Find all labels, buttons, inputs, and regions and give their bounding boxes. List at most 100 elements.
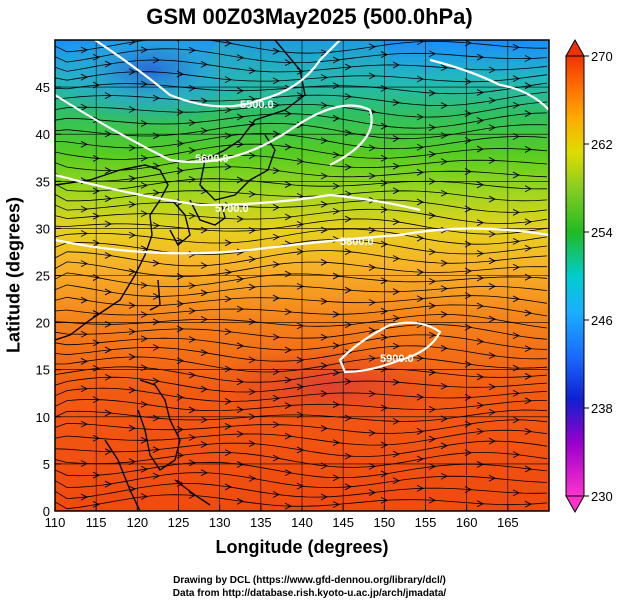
- wind-arrowhead: [428, 331, 437, 339]
- colorbar-body: [565, 55, 585, 497]
- streamline: [55, 272, 548, 288]
- contour-label: 5800.0: [340, 236, 374, 248]
- streamline: [55, 112, 548, 129]
- wind-arrowhead: [284, 346, 293, 354]
- wind-arrowhead: [224, 163, 233, 171]
- wind-arrowhead: [344, 248, 353, 256]
- wind-arrowhead: [140, 120, 149, 127]
- wind-arrowhead: [368, 172, 377, 180]
- wind-arrowhead: [392, 218, 401, 226]
- streamline: [55, 494, 548, 510]
- wind-arrowhead: [512, 389, 521, 397]
- credit-drawing: Drawing by DCL (https://www.gfd-dennou.o…: [173, 575, 446, 586]
- wind-arrowhead: [104, 409, 113, 417]
- wind-arrowhead: [512, 295, 521, 303]
- wind-arrowhead: [152, 259, 161, 267]
- wind-arrowhead: [368, 299, 377, 306]
- wind-arrowhead: [248, 190, 257, 198]
- wind-arrowhead: [440, 259, 449, 267]
- wind-arrowhead: [284, 502, 293, 510]
- streamline: [55, 208, 548, 224]
- wind-arrowhead: [428, 89, 437, 97]
- wind-arrowhead: [440, 102, 449, 109]
- wind-arrowhead: [248, 152, 257, 160]
- wind-arrowhead: [200, 226, 209, 234]
- y-tick-label: 5: [43, 457, 50, 472]
- wind-arrowhead: [272, 101, 281, 109]
- wind-arrowhead: [488, 97, 497, 104]
- wind-arrowhead: [488, 257, 497, 265]
- wind-arrowhead: [488, 124, 497, 132]
- wind-arrowhead: [320, 390, 329, 397]
- wind-arrowhead: [512, 43, 521, 51]
- y-axis-title: Latitude (degrees): [3, 196, 24, 354]
- wind-arrowhead: [92, 396, 101, 404]
- wind-arrowhead: [80, 46, 89, 54]
- wind-arrowhead: [320, 258, 329, 266]
- wind-arrowhead: [416, 484, 425, 492]
- wind-arrowhead: [236, 215, 245, 223]
- wind-arrowhead: [296, 248, 305, 256]
- wind-arrowhead: [476, 145, 485, 153]
- wind-arrowhead: [236, 342, 245, 350]
- wind-arrowhead: [512, 263, 521, 271]
- wind-arrowhead: [272, 454, 281, 462]
- wind-arrowhead: [128, 386, 137, 394]
- wind-arrowhead: [512, 489, 521, 497]
- wind-arrowhead: [128, 40, 137, 46]
- wind-arrowhead: [296, 446, 305, 454]
- wind-arrowhead: [200, 97, 209, 105]
- wind-arrowhead: [128, 106, 137, 113]
- wind-arrowhead: [464, 168, 473, 175]
- wind-arrowhead: [416, 168, 425, 176]
- wind-arrowhead: [236, 406, 245, 414]
- wind-arrowhead: [332, 342, 341, 350]
- wind-arrowhead: [476, 117, 485, 124]
- wind-arrowhead: [80, 230, 89, 237]
- wind-arrowhead: [320, 137, 329, 145]
- streamline: [55, 199, 548, 213]
- wind-arrowhead: [284, 110, 293, 118]
- wind-arrowhead: [80, 260, 89, 268]
- wind-arrowhead: [464, 420, 473, 428]
- wind-arrowhead: [416, 75, 425, 83]
- wind-arrowhead: [344, 483, 353, 491]
- wind-arrowhead: [392, 135, 401, 142]
- wind-arrowhead: [104, 448, 113, 456]
- streamline: [55, 228, 548, 245]
- wind-arrowhead: [512, 101, 521, 109]
- wind-arrowhead: [128, 144, 137, 152]
- wind-arrowhead: [248, 95, 257, 103]
- wind-arrowhead: [320, 333, 329, 341]
- x-tick-label: 130: [209, 515, 231, 530]
- wind-arrowhead: [236, 140, 245, 148]
- wind-arrowhead: [224, 295, 233, 303]
- wind-arrowhead: [524, 146, 533, 153]
- wind-arrowhead: [512, 332, 521, 340]
- wind-arrowhead: [128, 353, 137, 361]
- wind-arrowhead: [416, 428, 425, 435]
- wind-arrowhead: [236, 378, 245, 386]
- wind-arrowhead: [284, 376, 293, 384]
- wind-arrowhead: [284, 181, 293, 188]
- wind-arrowhead: [224, 132, 233, 140]
- wind-arrowhead: [236, 176, 245, 184]
- y-tick-label: 40: [36, 127, 50, 142]
- wind-arrowhead: [152, 472, 161, 480]
- wind-arrowhead: [428, 150, 437, 158]
- wind-arrowhead: [188, 282, 197, 290]
- wind-arrowhead: [176, 393, 185, 401]
- streamline: [55, 178, 548, 192]
- wind-arrowhead: [248, 283, 257, 291]
- wind-arrowhead: [272, 491, 281, 498]
- coastline: [55, 40, 306, 511]
- wind-arrowhead: [176, 70, 185, 78]
- wind-arrowhead: [368, 429, 377, 437]
- wind-arrowhead: [392, 288, 401, 296]
- wind-arrowhead: [224, 268, 233, 276]
- wind-arrowhead: [440, 311, 449, 318]
- wind-arrowhead: [296, 283, 305, 290]
- wind-arrowhead: [428, 50, 437, 58]
- wind-arrowhead: [296, 157, 305, 165]
